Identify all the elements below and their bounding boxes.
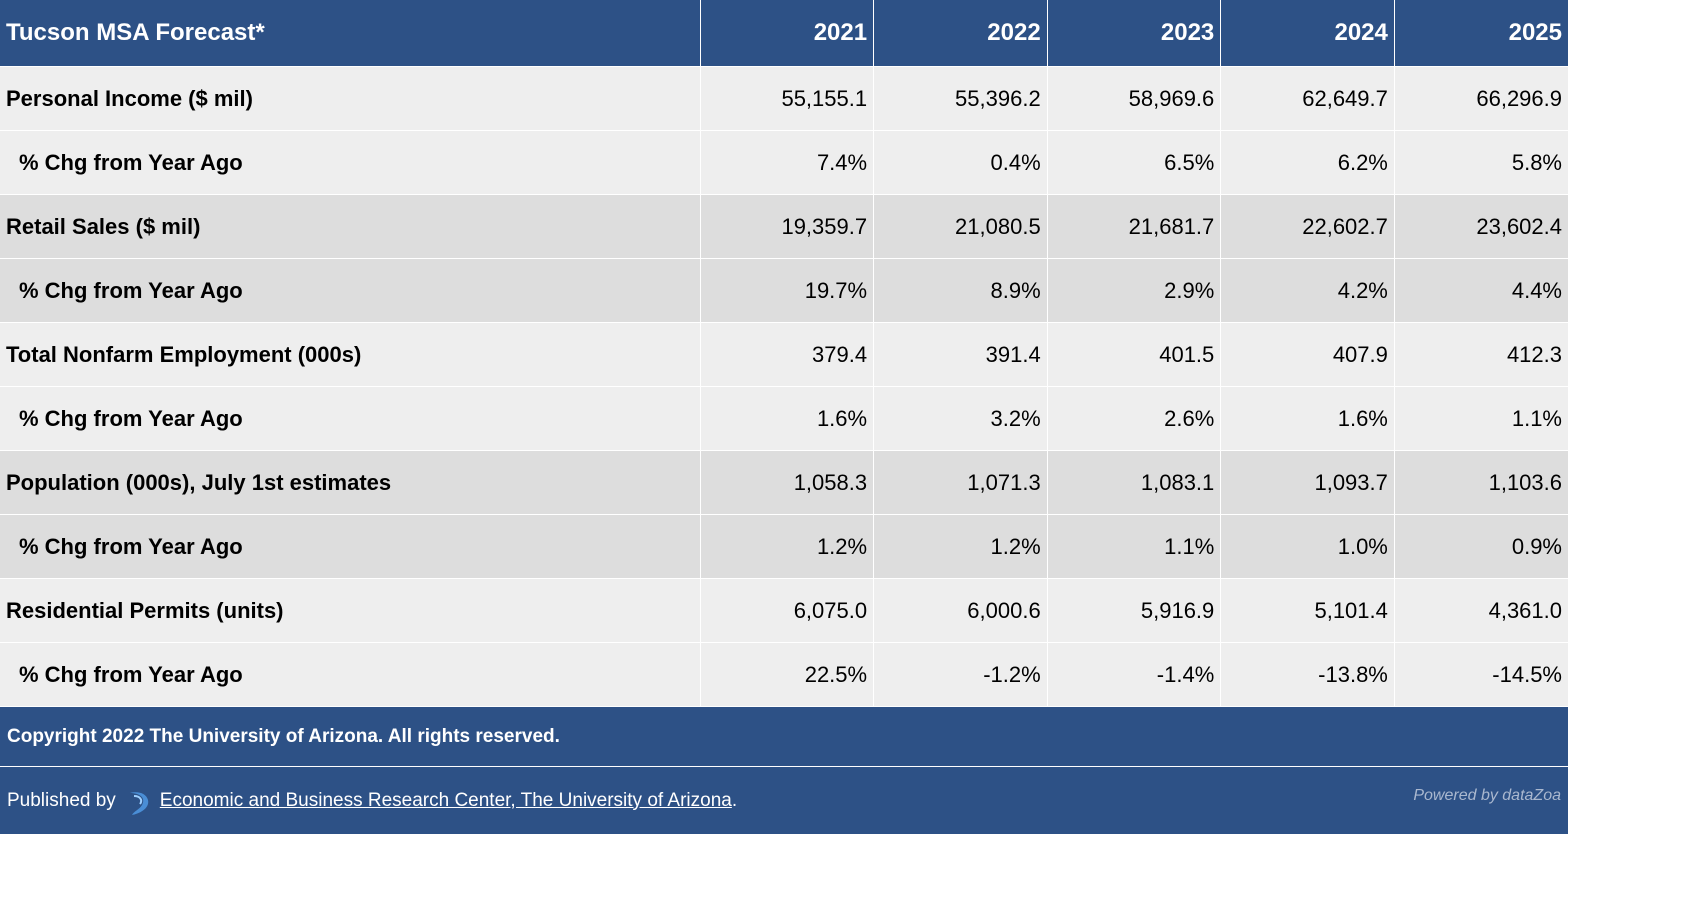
cell-value: 19.7% bbox=[699, 258, 875, 323]
cell-value: 412.3 bbox=[1393, 322, 1568, 387]
table-row: % Chg from Year Ago 7.4% 0.4% 6.5% 6.2% … bbox=[0, 130, 1568, 195]
datazoa-swoosh-icon bbox=[126, 789, 154, 817]
cell-value: 6,075.0 bbox=[699, 578, 875, 643]
row-label: % Chg from Year Ago bbox=[0, 258, 701, 323]
year-header: 2025 bbox=[1393, 0, 1568, 67]
row-label: Personal Income ($ mil) bbox=[0, 66, 701, 131]
cell-value: 1.6% bbox=[699, 386, 875, 451]
cell-value: -13.8% bbox=[1220, 642, 1395, 707]
cell-value: 1.1% bbox=[1393, 386, 1568, 451]
publisher-footer: Published by Economic and Business Resea… bbox=[0, 767, 1568, 834]
publisher-link[interactable]: Economic and Business Research Center, T… bbox=[159, 789, 732, 811]
cell-value: 6.2% bbox=[1220, 130, 1395, 195]
cell-value: 1,058.3 bbox=[699, 450, 875, 515]
cell-value: 1.6% bbox=[1220, 386, 1395, 451]
cell-value: 6.5% bbox=[1046, 130, 1222, 195]
cell-value: 379.4 bbox=[699, 322, 875, 387]
cell-value: 22.5% bbox=[699, 642, 875, 707]
cell-value: 19,359.7 bbox=[699, 194, 875, 259]
row-label: % Chg from Year Ago bbox=[0, 130, 701, 195]
table-row: Population (000s), July 1st estimates 1,… bbox=[0, 450, 1568, 515]
cell-value: 7.4% bbox=[699, 130, 875, 195]
year-header: 2023 bbox=[1046, 0, 1222, 67]
year-header: 2021 bbox=[699, 0, 875, 67]
cell-value: 4.2% bbox=[1220, 258, 1395, 323]
table-row: % Chg from Year Ago 1.6% 3.2% 2.6% 1.6% … bbox=[0, 386, 1568, 451]
cell-value: 66,296.9 bbox=[1393, 66, 1568, 131]
cell-value: 6,000.6 bbox=[873, 578, 1048, 643]
cell-value: 62,649.7 bbox=[1220, 66, 1395, 131]
row-label: % Chg from Year Ago bbox=[0, 386, 701, 451]
cell-value: 1,103.6 bbox=[1393, 450, 1568, 515]
table-header-row: Tucson MSA Forecast* 2021 2022 2023 2024… bbox=[0, 0, 1568, 67]
row-label: Population (000s), July 1st estimates bbox=[0, 450, 701, 515]
cell-value: -1.4% bbox=[1046, 642, 1222, 707]
table-row: Residential Permits (units) 6,075.0 6,00… bbox=[0, 578, 1568, 643]
published-by-label: Published by bbox=[7, 789, 116, 811]
cell-value: 0.9% bbox=[1393, 514, 1568, 579]
table-row: Total Nonfarm Employment (000s) 379.4 39… bbox=[0, 322, 1568, 387]
cell-value: 21,681.7 bbox=[1046, 194, 1222, 259]
cell-value: 0.4% bbox=[873, 130, 1048, 195]
copyright-footer: Copyright 2022 The University of Arizona… bbox=[0, 707, 1568, 767]
year-header: 2024 bbox=[1220, 0, 1395, 67]
cell-value: 55,396.2 bbox=[873, 66, 1048, 131]
cell-value: 58,969.6 bbox=[1046, 66, 1222, 131]
cell-value: 22,602.7 bbox=[1220, 194, 1395, 259]
table-row: Retail Sales ($ mil) 19,359.7 21,080.5 2… bbox=[0, 194, 1568, 259]
cell-value: 1.2% bbox=[873, 514, 1048, 579]
cell-value: 2.6% bbox=[1046, 386, 1222, 451]
row-label: % Chg from Year Ago bbox=[0, 514, 701, 579]
cell-value: 391.4 bbox=[873, 322, 1048, 387]
cell-value: -14.5% bbox=[1393, 642, 1568, 707]
cell-value: 5.8% bbox=[1393, 130, 1568, 195]
cell-value: 1,093.7 bbox=[1220, 450, 1395, 515]
forecast-widget: Tucson MSA Forecast* 2021 2022 2023 2024… bbox=[0, 0, 1568, 834]
cell-value: 407.9 bbox=[1220, 322, 1395, 387]
cell-value: 3.2% bbox=[873, 386, 1048, 451]
cell-value: 2.9% bbox=[1046, 258, 1222, 323]
cell-value: 1.1% bbox=[1046, 514, 1222, 579]
publisher-suffix: . bbox=[731, 789, 738, 811]
cell-value: 1,071.3 bbox=[873, 450, 1048, 515]
cell-value: 1.0% bbox=[1220, 514, 1395, 579]
cell-value: 401.5 bbox=[1046, 322, 1222, 387]
cell-value: 21,080.5 bbox=[873, 194, 1048, 259]
cell-value: 8.9% bbox=[873, 258, 1048, 323]
cell-value: 1,083.1 bbox=[1046, 450, 1222, 515]
cell-value: -1.2% bbox=[873, 642, 1048, 707]
cell-value: 4.4% bbox=[1393, 258, 1568, 323]
cell-value: 5,101.4 bbox=[1220, 578, 1395, 643]
table-row: % Chg from Year Ago 1.2% 1.2% 1.1% 1.0% … bbox=[0, 514, 1568, 579]
cell-value: 55,155.1 bbox=[699, 66, 875, 131]
row-label: Total Nonfarm Employment (000s) bbox=[0, 322, 701, 387]
year-header: 2022 bbox=[873, 0, 1048, 67]
powered-by-link[interactable]: Powered by dataZoa bbox=[1413, 787, 1561, 804]
table-row: % Chg from Year Ago 22.5% -1.2% -1.4% -1… bbox=[0, 642, 1568, 707]
row-label: Residential Permits (units) bbox=[0, 578, 701, 643]
row-label: % Chg from Year Ago bbox=[0, 642, 701, 707]
table-title: Tucson MSA Forecast* bbox=[0, 0, 701, 67]
cell-value: 23,602.4 bbox=[1393, 194, 1568, 259]
row-label: Retail Sales ($ mil) bbox=[0, 194, 701, 259]
table-row: % Chg from Year Ago 19.7% 8.9% 2.9% 4.2%… bbox=[0, 258, 1568, 323]
cell-value: 5,916.9 bbox=[1046, 578, 1222, 643]
cell-value: 4,361.0 bbox=[1393, 578, 1568, 643]
cell-value: 1.2% bbox=[699, 514, 875, 579]
table-row: Personal Income ($ mil) 55,155.1 55,396.… bbox=[0, 66, 1568, 131]
forecast-table: Tucson MSA Forecast* 2021 2022 2023 2024… bbox=[0, 0, 1568, 707]
